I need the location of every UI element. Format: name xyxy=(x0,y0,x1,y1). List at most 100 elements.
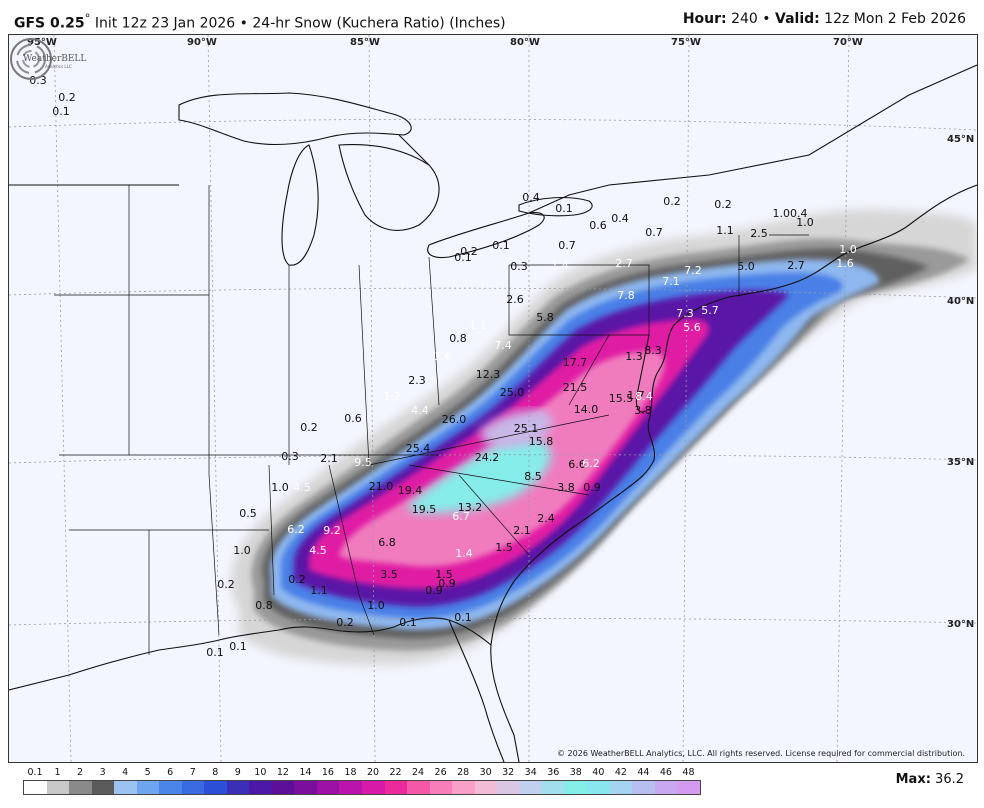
legend-tick-label: 4 xyxy=(122,767,129,778)
snow-value-label: 7.2 xyxy=(684,264,702,277)
snow-value-label: 1.7 xyxy=(627,389,645,402)
snowfall-map[interactable]: 95°W 90°W 85°W 80°W 75°W 70°W 45°N 40°N … xyxy=(8,34,978,763)
snow-value-label: 6.6 xyxy=(568,458,586,471)
lat-lon-grid xyxy=(9,35,977,762)
snow-value-label: 24.2 xyxy=(475,451,500,464)
snow-value-label: 1.0 xyxy=(367,599,385,612)
legend-swatch xyxy=(24,781,47,794)
legend-swatch xyxy=(136,781,160,794)
snow-value-label: 6.8 xyxy=(378,536,396,549)
legend-swatch xyxy=(474,781,498,794)
legend-tick-label: 8 xyxy=(212,767,219,778)
legend-swatch xyxy=(91,781,115,794)
legend-tick-label: 28 xyxy=(457,767,470,778)
lat-label: 30°N xyxy=(947,619,974,630)
snow-value-label: 0.8 xyxy=(255,599,273,612)
lon-label: 80°W xyxy=(510,37,540,48)
lon-label: 85°W xyxy=(350,37,380,48)
snow-value-label: 0.1 xyxy=(555,202,573,215)
snow-value-label: 0.8 xyxy=(449,332,467,345)
snow-value-label: 5.8 xyxy=(536,311,554,324)
snow-value-label: 3.8 xyxy=(634,404,652,417)
grid-line xyxy=(368,35,376,762)
lake-superior xyxy=(178,92,412,146)
snow-value-label: 0.1 xyxy=(399,616,417,629)
snow-value-label: 1.4 xyxy=(455,547,473,560)
snow-value-label: 1.3 xyxy=(625,350,643,363)
legend-color-bar xyxy=(23,780,701,795)
legend-tick-label: 7 xyxy=(189,767,196,778)
snow-value-label: 0.2 xyxy=(300,421,318,434)
model-name: GFS 0.25 xyxy=(14,15,85,32)
snow-value-label: 4.5 xyxy=(309,544,327,557)
snow-value-label: 1.6 xyxy=(434,350,452,363)
max-number: 36.2 xyxy=(930,772,964,787)
init-time: Init 12z 23 Jan 2026 xyxy=(90,15,236,32)
snow-value-label: 0.3 xyxy=(29,74,47,87)
legend-swatch xyxy=(204,781,227,794)
legend-tick-label: 36 xyxy=(547,767,560,778)
legend-tick-label: 42 xyxy=(614,767,627,778)
snow-value-label: 1.0 xyxy=(796,216,814,229)
legend-tick-label: 32 xyxy=(502,767,515,778)
state-lines xyxy=(54,185,809,655)
atlantic-coast xyxy=(490,184,977,762)
snow-value-label: 1.4 xyxy=(551,259,569,272)
legend-swatch xyxy=(159,781,182,794)
snow-value-label: 2.7 xyxy=(787,259,805,272)
snow-value-labels: 0.30.20.10.40.10.60.40.2 0.21.00.40.71.02… xyxy=(29,74,857,659)
lat-label: 40°N xyxy=(947,296,974,307)
legend-tick-label: 0.1 xyxy=(27,767,43,778)
snow-value-label: 0.4 xyxy=(611,212,629,225)
lon-label: 75°W xyxy=(671,37,701,48)
legend-tick-label: 38 xyxy=(569,767,582,778)
snow-value-label: 2.4 xyxy=(537,512,555,525)
legend-tick-label: 2 xyxy=(77,767,84,778)
snow-value-label: 0.1 xyxy=(454,611,472,624)
snow-value-label: 2.6 xyxy=(506,293,524,306)
grid-line xyxy=(9,618,977,626)
snow-value-label: 9.5 xyxy=(354,456,372,469)
hour-value: 240 xyxy=(726,11,758,27)
svg-text:Analytics LLC: Analytics LLC xyxy=(45,64,72,69)
snow-value-label: 1.5 xyxy=(495,541,513,554)
legend-tick-label: 20 xyxy=(366,767,380,778)
snow-value-label: 1.1 xyxy=(716,224,734,237)
legend-tick-label: 30 xyxy=(479,767,492,778)
snow-value-label: 5.7 xyxy=(701,304,719,317)
legend-tick-label: 44 xyxy=(637,767,650,778)
legend-swatch xyxy=(519,781,543,794)
legend-tick-label: 24 xyxy=(412,767,425,778)
legend-swatch xyxy=(294,781,317,794)
legend-tick-label: 9 xyxy=(234,767,241,778)
legend-swatch xyxy=(609,781,633,794)
snow-value-label: 1.0 xyxy=(233,544,251,557)
grid-line xyxy=(9,454,977,464)
snow-value-label: 1.1 xyxy=(310,584,328,597)
snow-value-label: 0.1 xyxy=(229,640,247,653)
snow-value-label: 9.2 xyxy=(323,524,341,537)
snow-value-label: 15.5 xyxy=(609,392,634,405)
legend-swatch xyxy=(46,781,70,794)
legend-labels: 0.1 1 2 3 4 5 6 7 8 9 10 12 14 16 18 20 22 24 26 28 30 32 34 36… xyxy=(23,767,703,779)
snow-value-label: 0.2 xyxy=(460,245,478,258)
snow-value-label: 1.00.4 xyxy=(773,207,808,220)
copyright-notice: © 2026 WeatherBELL Analytics, LLC. All r… xyxy=(557,749,965,758)
snow-value-label: 2.1 xyxy=(320,452,338,465)
valid-value: 12z Mon 2 Feb 2026 xyxy=(819,11,966,27)
legend-swatch xyxy=(677,781,700,794)
snow-value-label: 14.0 xyxy=(574,403,599,416)
snow-value-label: 21.0 xyxy=(369,480,394,493)
legend-swatch xyxy=(564,781,588,794)
legend-tick-label: 40 xyxy=(592,767,605,778)
snow-value-label: 0.2 xyxy=(336,616,354,629)
title-separator: • xyxy=(235,15,253,32)
legend-tick-label: 14 xyxy=(299,767,312,778)
snow-value-label: 3.8 xyxy=(557,481,575,494)
snow-value-label: 7.3 xyxy=(676,307,694,320)
snow-value-label: 1.0 xyxy=(839,243,857,256)
grid-line xyxy=(682,35,690,762)
legend-swatch xyxy=(114,781,137,794)
snow-value-label: 0.3 xyxy=(281,450,299,463)
grid-line xyxy=(9,118,977,131)
